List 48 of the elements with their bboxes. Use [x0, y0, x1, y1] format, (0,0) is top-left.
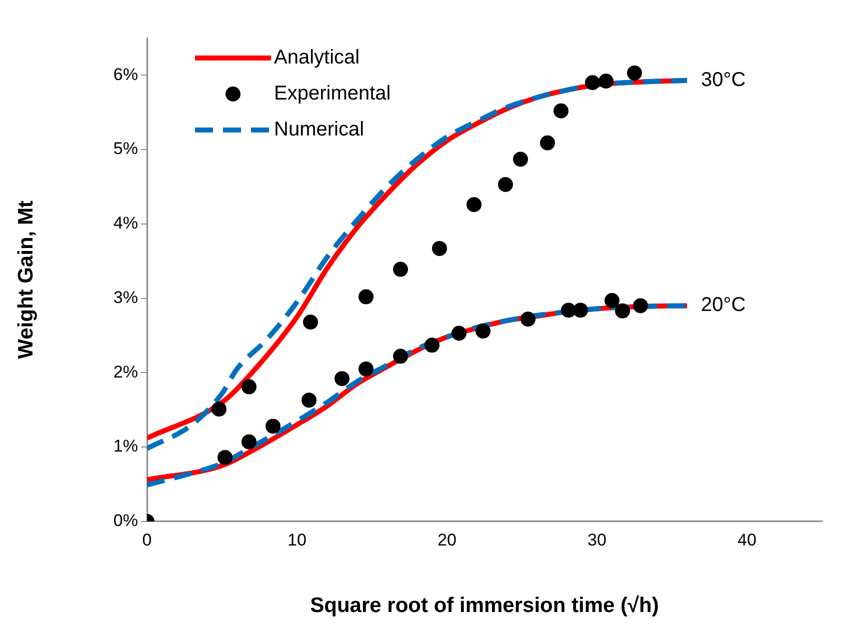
x-tick-label: 20 — [438, 530, 456, 550]
y-tick-label: 5% — [113, 139, 138, 158]
point — [266, 418, 280, 434]
point — [585, 75, 600, 90]
point — [242, 379, 256, 394]
point — [358, 361, 374, 376]
y-axis-title: Weight Gain, Mt — [14, 200, 38, 359]
point — [393, 262, 408, 277]
point — [633, 298, 648, 314]
point — [627, 65, 642, 80]
legend-label: Numerical — [274, 118, 364, 141]
x-tick-label: 30 — [588, 530, 606, 550]
y-tick-label: 6% — [113, 64, 138, 84]
point — [212, 402, 226, 417]
point — [424, 338, 440, 353]
x-tick-label: 40 — [738, 530, 756, 550]
legend-label: Analytical — [274, 46, 360, 69]
y-tick-label: 0% — [113, 511, 138, 530]
x-axis-title: Square root of immersion time (√h) — [310, 594, 659, 618]
y-tick-label: 1% — [113, 436, 138, 456]
point — [452, 326, 466, 341]
y-tick-label: 2% — [113, 362, 138, 382]
point — [432, 240, 447, 256]
point — [466, 197, 482, 212]
point — [598, 74, 614, 89]
y-tick-label: 3% — [113, 288, 138, 307]
point — [242, 434, 256, 450]
point — [604, 293, 620, 308]
y-tick-label: 4% — [113, 214, 138, 233]
point — [513, 152, 528, 167]
point — [393, 348, 408, 364]
annotation: 30°C — [701, 68, 746, 91]
point — [302, 392, 316, 408]
point — [615, 303, 630, 318]
point — [358, 289, 374, 304]
legend-label: Experimental — [274, 82, 391, 105]
point — [540, 135, 555, 150]
x-tick-label: 10 — [288, 530, 306, 550]
point — [476, 324, 490, 339]
point — [520, 312, 536, 327]
point — [554, 103, 568, 118]
point — [218, 450, 232, 465]
x-tick-label: 0 — [142, 530, 152, 550]
point — [303, 314, 318, 330]
point — [334, 371, 350, 386]
point — [498, 177, 513, 192]
annotation: 20°C — [701, 294, 746, 316]
point — [573, 302, 588, 318]
